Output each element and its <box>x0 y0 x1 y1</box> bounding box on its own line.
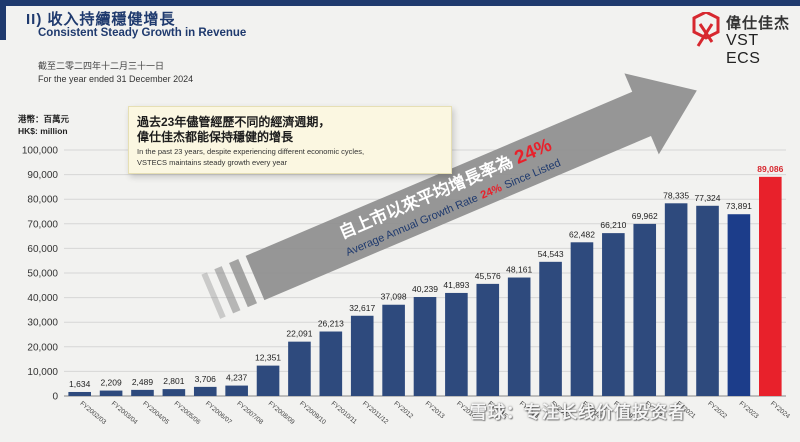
unit-label-en: HK$: million <box>18 126 68 136</box>
bar-fy2021 <box>664 203 688 396</box>
bar-fy2010-11 <box>319 331 343 396</box>
bar-fy2015 <box>476 283 500 396</box>
x-tick-label: FY2006/07 <box>204 400 233 426</box>
bar-fy2016 <box>507 277 531 396</box>
x-tick-label: FY2003/04 <box>110 400 139 426</box>
bar-value-label: 66,210 <box>600 220 626 230</box>
bar-value-label: 26,213 <box>318 319 344 329</box>
page-title-en: Consistent Steady Growth in Revenue <box>38 27 247 39</box>
bar-value-label: 1,634 <box>69 379 91 389</box>
bar-fy2014 <box>445 292 468 396</box>
bar-value-label: 40,239 <box>412 284 438 294</box>
callout-en-line1: In the past 23 years, despite experienci… <box>137 147 365 156</box>
growth-arrow-shape <box>245 73 697 301</box>
bar-value-label: 2,209 <box>100 378 122 388</box>
callout-zh-line2: 偉仕佳杰都能保持穩健的增長 <box>137 130 294 144</box>
bar-value-label: 32,617 <box>349 303 375 313</box>
bar-value-label: 2,489 <box>132 377 154 387</box>
bar-fy2024 <box>759 176 782 396</box>
bar-value-label: 4,237 <box>226 373 248 383</box>
logo-mark-icon <box>692 12 720 47</box>
y-tick-label: 30,000 <box>27 318 58 329</box>
logo-name-zh: 偉仕佳杰 <box>726 15 791 32</box>
bar-fy2005-06 <box>162 389 186 396</box>
y-tick-label: 10,000 <box>27 367 58 378</box>
y-tick-label: 50,000 <box>27 269 58 280</box>
page-title-zh: II) 收入持續穩健增長 <box>26 11 176 28</box>
x-tick-label: FY2010/11 <box>330 400 359 426</box>
y-tick-label: 20,000 <box>27 342 58 353</box>
section-accent <box>0 6 6 40</box>
y-tick-label: 40,000 <box>27 293 58 304</box>
x-tick-label: FY2011/12 <box>361 400 390 426</box>
x-tick-label: FY2002/03 <box>78 400 107 426</box>
watermark: 雪球：专注长线价值投资者 <box>470 403 686 422</box>
x-tick-label: FY2008/09 <box>267 400 296 426</box>
bar-value-label: 69,962 <box>632 211 658 221</box>
x-tick-label: FY2007/08 <box>235 400 264 426</box>
bar-value-label: 77,324 <box>695 193 721 203</box>
bar-fy2009-10 <box>288 341 311 396</box>
bar-value-label: 2,801 <box>163 376 185 386</box>
arrow-stripes <box>201 259 258 319</box>
bar-fy2002-03 <box>68 391 91 396</box>
x-tick-label: FY2012 <box>392 400 414 420</box>
bar-value-label: 78,335 <box>663 190 689 200</box>
top-bar <box>0 0 800 6</box>
x-tick-label: FY2004/05 <box>141 400 170 426</box>
y-tick-label: 100,000 <box>22 146 59 157</box>
bar-fy2011-12 <box>350 315 374 396</box>
x-tick-label: FY2023 <box>738 400 760 420</box>
bar-fy2006-07 <box>193 386 217 396</box>
y-tick-label: 60,000 <box>27 244 58 255</box>
x-tick-label: FY2024 <box>769 400 791 420</box>
bar-value-label: 62,482 <box>569 229 595 239</box>
bar-fy2012 <box>382 304 405 396</box>
logo-name-en: VST ECS <box>726 32 761 67</box>
bar-value-label: 37,098 <box>381 292 407 302</box>
bar-fy2020 <box>633 223 657 396</box>
bar-value-label: 54,543 <box>538 249 564 259</box>
bar-value-label: 22,091 <box>286 329 312 339</box>
callout-zh-line1: 過去23年儘管經歷不同的經濟週期， <box>137 115 331 129</box>
bar-fy2017 <box>539 261 562 396</box>
y-tick-label: 0 <box>52 392 58 403</box>
callout-en-line2: VSTECS maintains steady growth every yea… <box>137 158 288 167</box>
callout-box: 過去23年儘管經歷不同的經濟週期， 偉仕佳杰都能保持穩健的增長 In the p… <box>128 106 452 174</box>
bar-fy2018 <box>570 242 594 396</box>
company-logo: 偉仕佳杰 VST ECS <box>690 10 794 67</box>
bar-value-label: 48,161 <box>506 265 532 275</box>
period-en: For the year ended 31 December 2024 <box>38 74 194 84</box>
bar-value-label: 12,351 <box>255 353 281 363</box>
x-tick-label: FY2005/06 <box>173 400 202 426</box>
bar-fy2004-05 <box>131 389 154 396</box>
y-tick-label: 90,000 <box>27 170 58 181</box>
bar-value-label: 3,706 <box>195 374 217 384</box>
x-tick-label: FY2022 <box>706 400 728 420</box>
bar-fy2007-08 <box>225 385 248 396</box>
unit-label-zh: 港幣：百萬元 <box>18 114 70 124</box>
bar-fy2003-04 <box>99 390 123 396</box>
x-tick-label: FY2009/10 <box>298 400 327 426</box>
bar-value-label: 73,891 <box>726 201 752 211</box>
bar-value-label: 45,576 <box>475 271 501 281</box>
y-tick-label: 70,000 <box>27 219 58 230</box>
bar-value-label: 89,086 <box>757 164 783 174</box>
bar-fy2013 <box>413 297 437 396</box>
bar-fy2023 <box>727 214 751 396</box>
y-tick-label: 80,000 <box>27 195 58 206</box>
period-zh: 截至二零二四年十二月三十一日 <box>38 61 165 71</box>
bar-fy2019 <box>602 233 625 396</box>
x-tick-label: FY2013 <box>424 400 446 420</box>
bar-value-label: 41,893 <box>443 280 469 290</box>
bar-fy2008-09 <box>256 365 280 396</box>
bar-fy2022 <box>696 205 719 396</box>
